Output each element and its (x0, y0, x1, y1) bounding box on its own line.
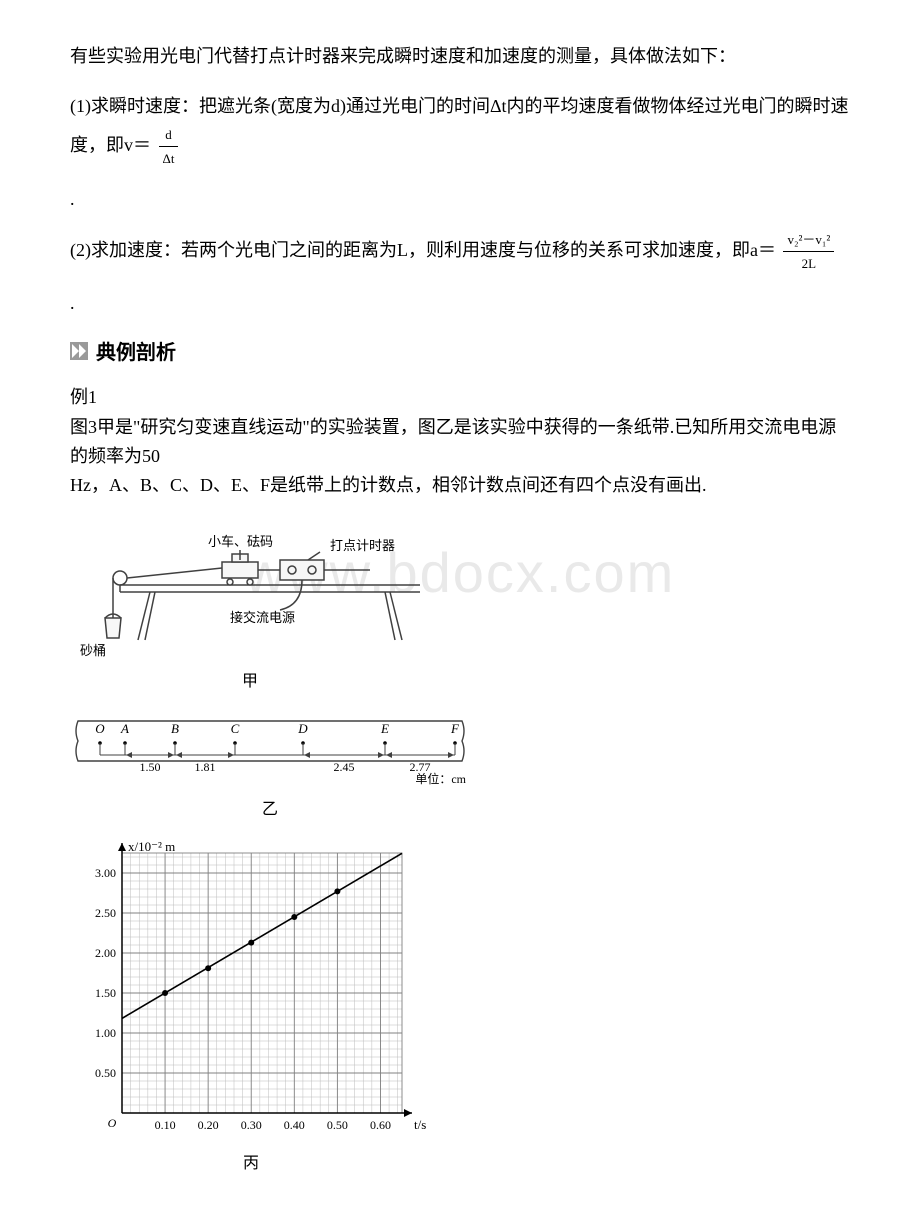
fraction-a-den: 2L (783, 252, 834, 275)
svg-text:0.40: 0.40 (284, 1118, 305, 1132)
fraction-v-num: d (159, 123, 179, 147)
fraction-v: d Δt (159, 123, 179, 171)
example-body-line1: 图3甲是"研究匀变速直线运动"的实验装置，图乙是该实验中获得的一条纸带.已知所用… (70, 413, 850, 471)
svg-text:O: O (108, 1116, 117, 1130)
period-2: . (70, 293, 850, 314)
section-heading-row: 典例剖析 (70, 336, 850, 365)
svg-text:0.60: 0.60 (370, 1118, 391, 1132)
svg-text:t/s: t/s (414, 1117, 426, 1132)
section-marker-icon (70, 342, 88, 360)
svg-text:0.20: 0.20 (198, 1118, 219, 1132)
svg-text:B: B (171, 721, 179, 736)
svg-text:1.50: 1.50 (140, 760, 161, 774)
svg-text:0.50: 0.50 (327, 1118, 348, 1132)
figure-apparatus: 小车、砝码 打点计时器 接交流电源 砂桶 甲 (70, 510, 850, 691)
item-2-text: (2)求加速度：若两个光电门之间的距离为L，则利用速度与位移的关系可求加速度，即… (70, 240, 776, 260)
svg-text:E: E (380, 721, 389, 736)
item-1-text: (1)求瞬时速度：把遮光条(宽度为d)通过光电门的时间Δt内的平均速度看做物体经… (70, 96, 849, 154)
svg-text:x/10⁻² m: x/10⁻² m (128, 839, 175, 854)
svg-text:打点计时器: 打点计时器 (330, 538, 395, 553)
item-2: (2)求加速度：若两个光电门之间的距离为L，则利用速度与位移的关系可求加速度，即… (70, 228, 850, 276)
item-1: (1)求瞬时速度：把遮光条(宽度为d)通过光电门的时间Δt内的平均速度看做物体经… (70, 90, 850, 170)
period-1: . (70, 189, 850, 210)
tape-svg: OABCDEF1.501.812.452.77单位：cm (70, 703, 470, 788)
svg-text:1.81: 1.81 (195, 760, 216, 774)
svg-text:2.45: 2.45 (334, 760, 355, 774)
svg-text:F: F (450, 721, 460, 736)
example-body-line2: Hz，A、B、C、D、E、F是纸带上的计数点，相邻计数点间还有四个点没有画出. (70, 471, 850, 500)
svg-text:接交流电源: 接交流电源 (230, 610, 295, 625)
svg-text:A: A (120, 721, 129, 736)
svg-text:1.00: 1.00 (95, 1026, 116, 1040)
apparatus-svg: 小车、砝码 打点计时器 接交流电源 砂桶 (70, 510, 430, 660)
intro-paragraph: 有些实验用光电门代替打点计时器来完成瞬时速度和加速度的测量，具体做法如下： (70, 40, 850, 72)
svg-text:2.50: 2.50 (95, 906, 116, 920)
svg-text:C: C (231, 721, 240, 736)
figure-chart: 0.10 0.20 0.30 0.40 0.50 0.60 0.50 1.00 1.50 2.00… (70, 831, 850, 1173)
svg-text:1.50: 1.50 (95, 986, 116, 1000)
svg-text:D: D (297, 721, 308, 736)
svg-text:0.10: 0.10 (155, 1118, 176, 1132)
svg-text:O: O (95, 721, 105, 736)
chart-svg: 0.10 0.20 0.30 0.40 0.50 0.60 0.50 1.00 1.50 2.00… (70, 831, 432, 1147)
svg-text:3.00: 3.00 (95, 866, 116, 880)
section-heading: 典例剖析 (96, 336, 176, 365)
svg-text:小车、砝码: 小车、砝码 (208, 534, 273, 549)
svg-text:2.00: 2.00 (95, 946, 116, 960)
svg-text:0.50: 0.50 (95, 1066, 116, 1080)
figure-tape: OABCDEF1.501.812.452.77单位：cm 乙 (70, 703, 850, 819)
figure-tape-caption: 乙 (70, 795, 470, 819)
svg-text:0.30: 0.30 (241, 1118, 262, 1132)
fraction-a: v₂²－v₁² 2L (783, 228, 834, 276)
fraction-v-den: Δt (159, 147, 179, 170)
figure-chart-caption: 丙 (70, 1149, 432, 1173)
fraction-a-num: v₂²－v₁² (783, 228, 834, 252)
svg-text:砂桶: 砂桶 (80, 643, 106, 658)
svg-text:单位：cm: 单位：cm (415, 771, 466, 786)
figure-apparatus-caption: 甲 (70, 667, 430, 691)
example-label: 例1 (70, 383, 850, 409)
